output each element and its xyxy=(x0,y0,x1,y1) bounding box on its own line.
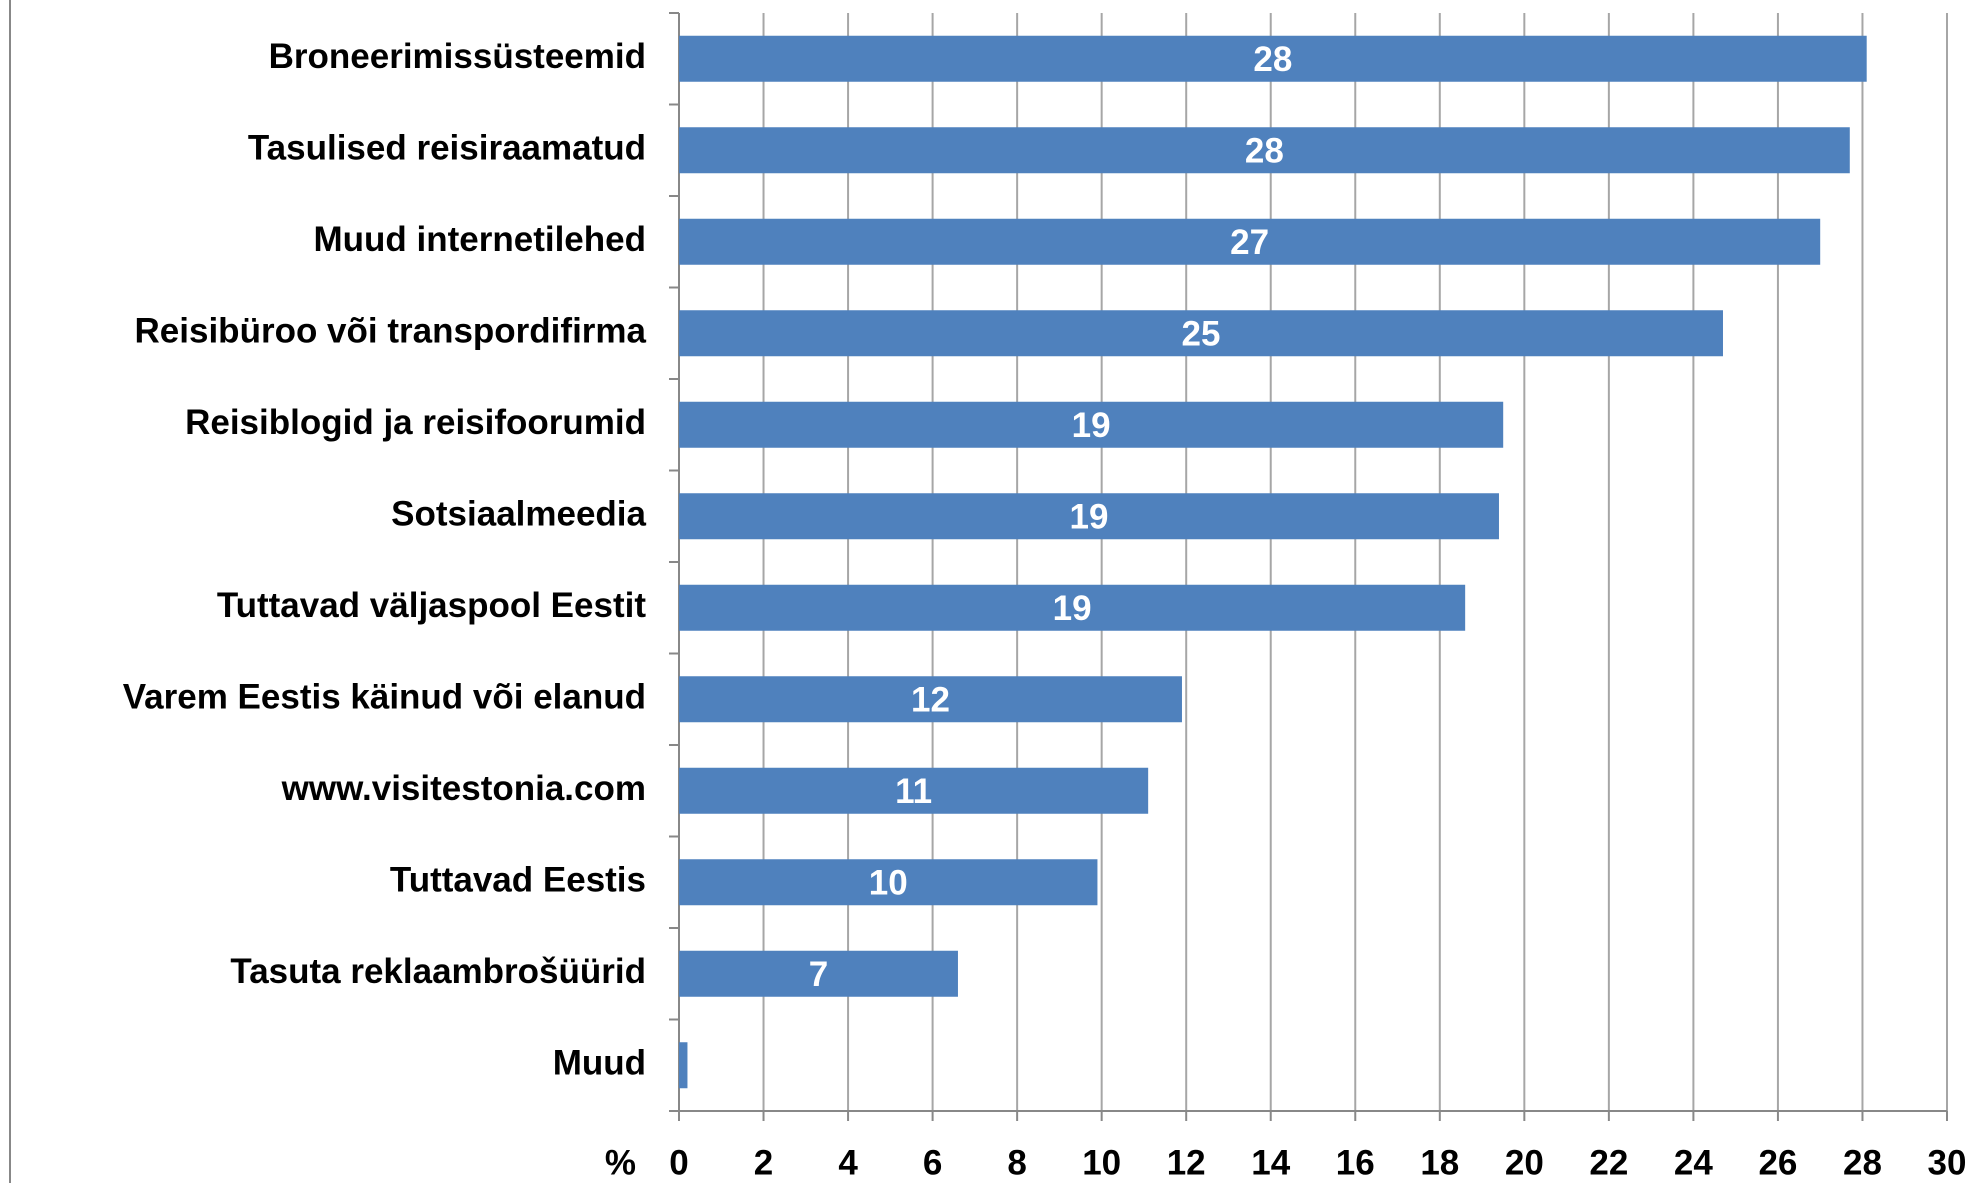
y-tick-label: Muud xyxy=(553,1044,646,1083)
bar xyxy=(679,218,1821,265)
y-tick-label: Varem Eestis käinud või elanud xyxy=(123,678,646,717)
value-label: 19 xyxy=(1072,406,1111,445)
bar xyxy=(679,35,1867,82)
bar xyxy=(679,950,958,997)
bar xyxy=(679,584,1466,631)
y-tick-label: Sotsiaalmeedia xyxy=(391,495,646,534)
y-tick-label: Tuttavad väljaspool Eestit xyxy=(217,586,647,625)
y-tick-label: Reisiblogid ja reisifoorumid xyxy=(185,403,646,442)
x-tick-label: 6 xyxy=(923,1143,942,1182)
value-label: 12 xyxy=(911,681,950,720)
bar xyxy=(679,127,1850,174)
bar xyxy=(679,767,1149,814)
x-tick-label: 0 xyxy=(669,1143,688,1182)
bar xyxy=(679,401,1504,448)
y-tick-label: Tasulised reisiraamatud xyxy=(248,129,646,168)
value-label: 28 xyxy=(1245,132,1284,171)
value-label: 27 xyxy=(1230,223,1269,262)
y-tick-label: Tasuta reklaambrošüürid xyxy=(230,952,646,991)
y-tick-label: Tuttavad Eestis xyxy=(390,861,646,900)
x-tick-label: 18 xyxy=(1420,1143,1459,1182)
x-tick-label: 8 xyxy=(1007,1143,1026,1182)
x-tick-label: 24 xyxy=(1674,1143,1713,1182)
bar xyxy=(679,859,1098,906)
x-tick-label: 4 xyxy=(838,1143,858,1182)
bar xyxy=(679,310,1723,357)
x-tick-label: 26 xyxy=(1758,1143,1797,1182)
y-tick-label: Reisibüroo või transpordifirma xyxy=(135,312,647,351)
bar xyxy=(679,493,1499,540)
value-label: 11 xyxy=(895,772,932,811)
value-label: 7 xyxy=(809,955,828,994)
x-tick-label: 2 xyxy=(754,1143,773,1182)
bar xyxy=(679,676,1182,723)
x-tick-label: 22 xyxy=(1589,1143,1628,1182)
x-tick-label: 30 xyxy=(1928,1143,1967,1182)
x-tick-label: 10 xyxy=(1082,1143,1121,1182)
x-tick-label: 20 xyxy=(1505,1143,1544,1182)
x-tick-label: 12 xyxy=(1167,1143,1206,1182)
x-tick-label: 14 xyxy=(1251,1143,1290,1182)
y-tick-label: Broneerimissüsteemid xyxy=(269,37,646,76)
value-label: 28 xyxy=(1253,40,1292,79)
bar xyxy=(679,1042,688,1089)
y-tick-label: www.visitestonia.com xyxy=(281,769,646,808)
value-label: 19 xyxy=(1053,589,1092,628)
x-tick-label: 16 xyxy=(1336,1143,1375,1182)
value-label: 25 xyxy=(1182,315,1221,354)
x-tick-label: 28 xyxy=(1843,1143,1882,1182)
x-axis-label: % xyxy=(605,1143,636,1182)
value-label: 10 xyxy=(869,864,908,903)
y-tick-label: Muud internetilehed xyxy=(314,220,647,259)
value-label: 19 xyxy=(1070,498,1109,537)
